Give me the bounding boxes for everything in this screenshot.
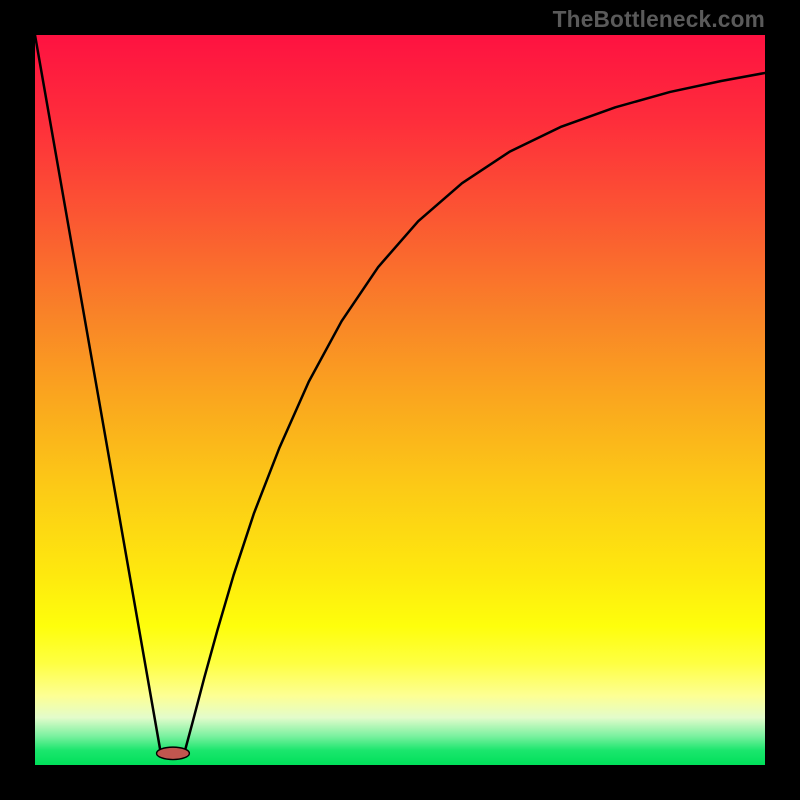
- chart-plot-area: [35, 35, 765, 765]
- watermark-text: TheBottleneck.com: [553, 6, 765, 33]
- bottleneck-curve: [35, 35, 765, 765]
